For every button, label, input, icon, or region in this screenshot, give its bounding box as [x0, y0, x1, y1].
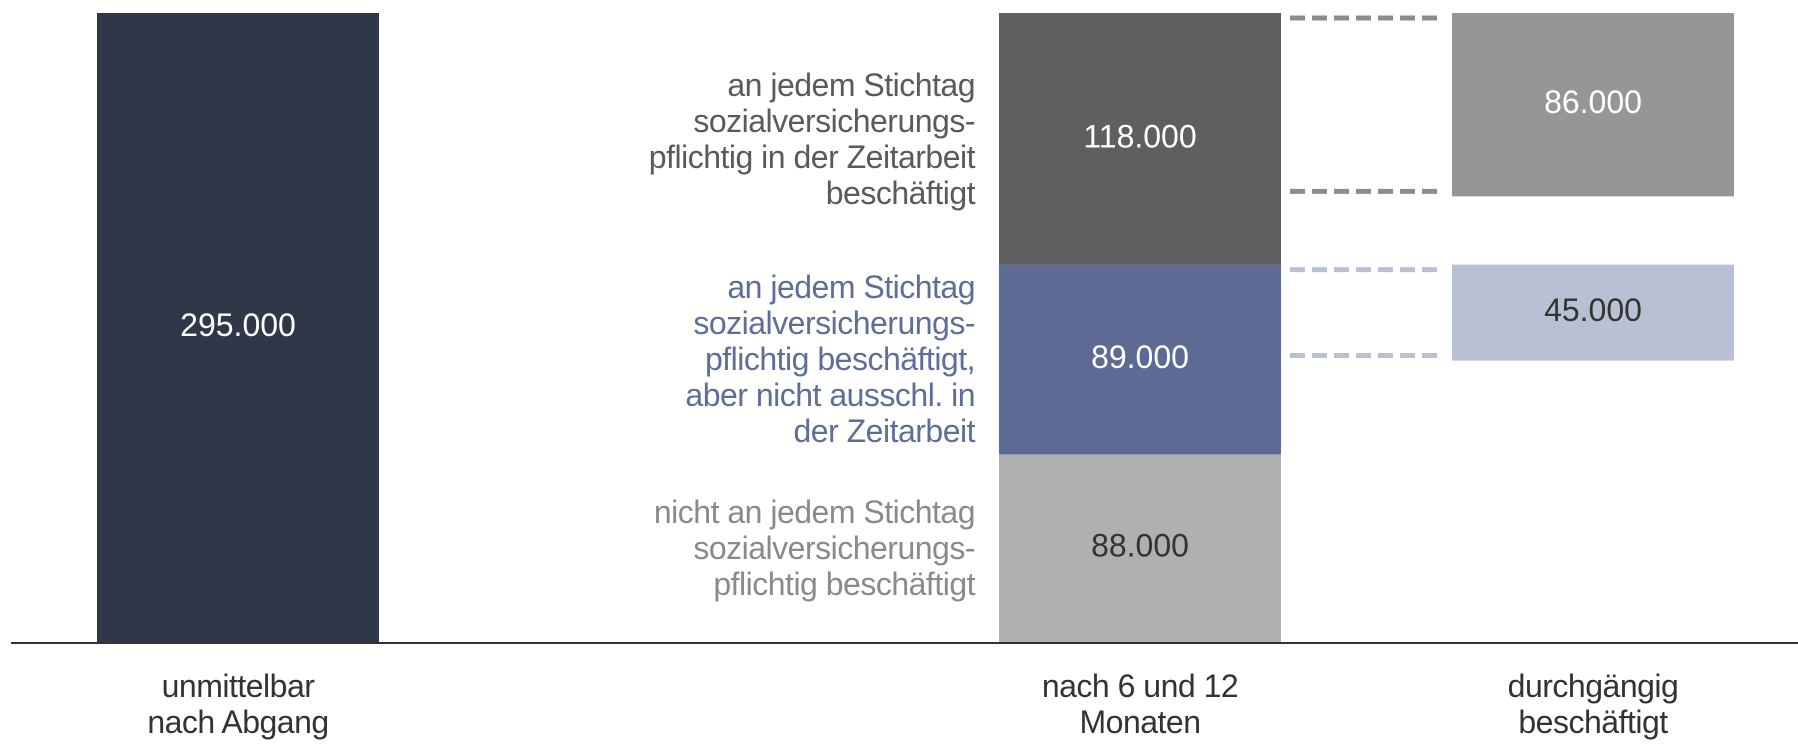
legend-label: an jedem Stichtag sozialversicherungs- p… [648, 66, 976, 211]
value-label: 45.000 [1544, 292, 1642, 328]
value-label: 295.000 [180, 307, 296, 343]
value-label: 88.000 [1091, 528, 1189, 564]
value-label: 89.000 [1091, 339, 1189, 375]
bar-segment [1452, 264, 1734, 361]
category-label: nach 6 und 12 Monaten [1041, 668, 1239, 740]
category-label: durchgängig beschäftigt [1507, 668, 1679, 740]
value-label: 86.000 [1544, 84, 1642, 120]
bar-segment [999, 264, 1281, 455]
bar-segment [1452, 13, 1734, 197]
bar-segment [97, 13, 379, 642]
category-label: unmittelbar nach Abgang [147, 668, 329, 740]
legend-label: nicht an jedem Stichtag sozialversicheru… [653, 494, 976, 603]
bar-segment [999, 13, 1281, 265]
bar-segment [999, 454, 1281, 642]
value-label: 118.000 [1083, 118, 1196, 154]
legend-label: an jedem Stichtag sozialversicherungs- p… [685, 269, 975, 450]
